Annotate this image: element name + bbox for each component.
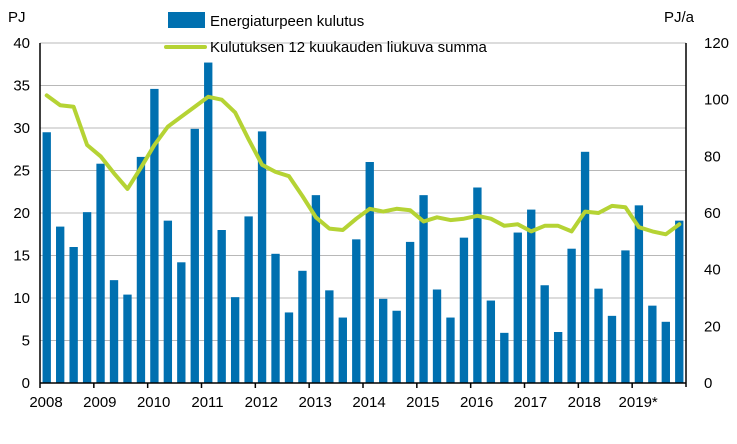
bar (352, 239, 361, 383)
bar (446, 317, 455, 383)
bar (230, 297, 240, 383)
right-tick-label: 100 (704, 92, 729, 109)
right-tick-label: 120 (704, 35, 729, 52)
bar (473, 187, 482, 383)
bar (325, 290, 334, 383)
bar (567, 248, 576, 383)
bar (392, 310, 401, 383)
right-tick-label: 20 (704, 318, 721, 335)
x-tick-label: 2019* (619, 394, 658, 411)
left-axis-label: PJ (8, 9, 26, 26)
bar (553, 332, 563, 383)
right-tick-label: 0 (704, 375, 712, 392)
bar (594, 288, 603, 383)
bar (405, 241, 415, 383)
bar (675, 220, 684, 383)
bar (648, 305, 657, 383)
left-tick-label: 40 (13, 35, 30, 52)
left-tick-label: 15 (13, 248, 30, 265)
left-tick-label: 20 (13, 205, 30, 222)
bar (82, 212, 92, 383)
bar (527, 209, 536, 383)
x-tick-label: 2010 (137, 394, 170, 411)
bar (96, 163, 105, 383)
left-tick-label: 5 (22, 333, 30, 350)
x-tick-label: 2014 (352, 394, 385, 411)
x-tick-label: 2013 (298, 394, 331, 411)
bar (580, 151, 590, 383)
bar (500, 332, 509, 383)
bar (217, 230, 226, 383)
bar (163, 220, 173, 383)
legend-bar-label: Energiaturpeen kulutus (210, 13, 364, 30)
bar (634, 205, 644, 383)
x-tick-label: 2015 (406, 394, 439, 411)
legend-bar-swatch (168, 12, 205, 28)
bar (311, 195, 321, 383)
bar (365, 162, 374, 383)
x-tick-label: 2012 (245, 394, 278, 411)
legend-line-label: Kulutuksen 12 kuukauden liukuva summa (210, 39, 487, 56)
bar (379, 298, 388, 383)
bar (257, 131, 267, 383)
bar (123, 294, 132, 383)
legend: Energiaturpeen kulutus Kulutuksen 12 kuu… (164, 12, 487, 56)
right-tick-label: 80 (704, 148, 721, 165)
x-tick-label: 2011 (191, 394, 223, 411)
bar (109, 280, 119, 383)
left-tick-label: 25 (13, 163, 30, 180)
bar (271, 253, 280, 383)
bar (661, 321, 670, 383)
bar (56, 226, 65, 383)
bar (298, 270, 307, 383)
x-tick-label: 2017 (514, 394, 547, 411)
bar (190, 128, 199, 383)
bar (150, 88, 159, 384)
moving-sum-line (44, 93, 682, 237)
left-tick-label: 30 (13, 120, 30, 137)
bar (419, 195, 428, 383)
left-tick-label: 35 (13, 78, 30, 95)
left-tick-label: 0 (22, 375, 30, 392)
bar (459, 237, 469, 383)
bar (607, 315, 617, 383)
x-tick-label: 2016 (460, 394, 493, 411)
bar (338, 317, 347, 383)
x-tick-label: 2018 (568, 394, 601, 411)
bar (244, 216, 253, 383)
bar (513, 232, 522, 383)
bar (540, 285, 549, 383)
right-axis-label: PJ/a (664, 9, 695, 26)
right-tick-label: 60 (704, 205, 721, 222)
left-tick-label: 10 (13, 290, 30, 307)
bar (204, 62, 213, 384)
bar (486, 300, 496, 383)
x-tick-label: 2008 (29, 394, 62, 411)
bar (69, 247, 78, 383)
bar (432, 289, 442, 383)
x-tick-label: 2009 (83, 394, 116, 411)
right-tick-label: 40 (704, 262, 721, 279)
bar (621, 250, 630, 383)
bar (136, 156, 146, 383)
bar (177, 262, 186, 383)
bar (284, 312, 294, 383)
bar (42, 132, 51, 383)
